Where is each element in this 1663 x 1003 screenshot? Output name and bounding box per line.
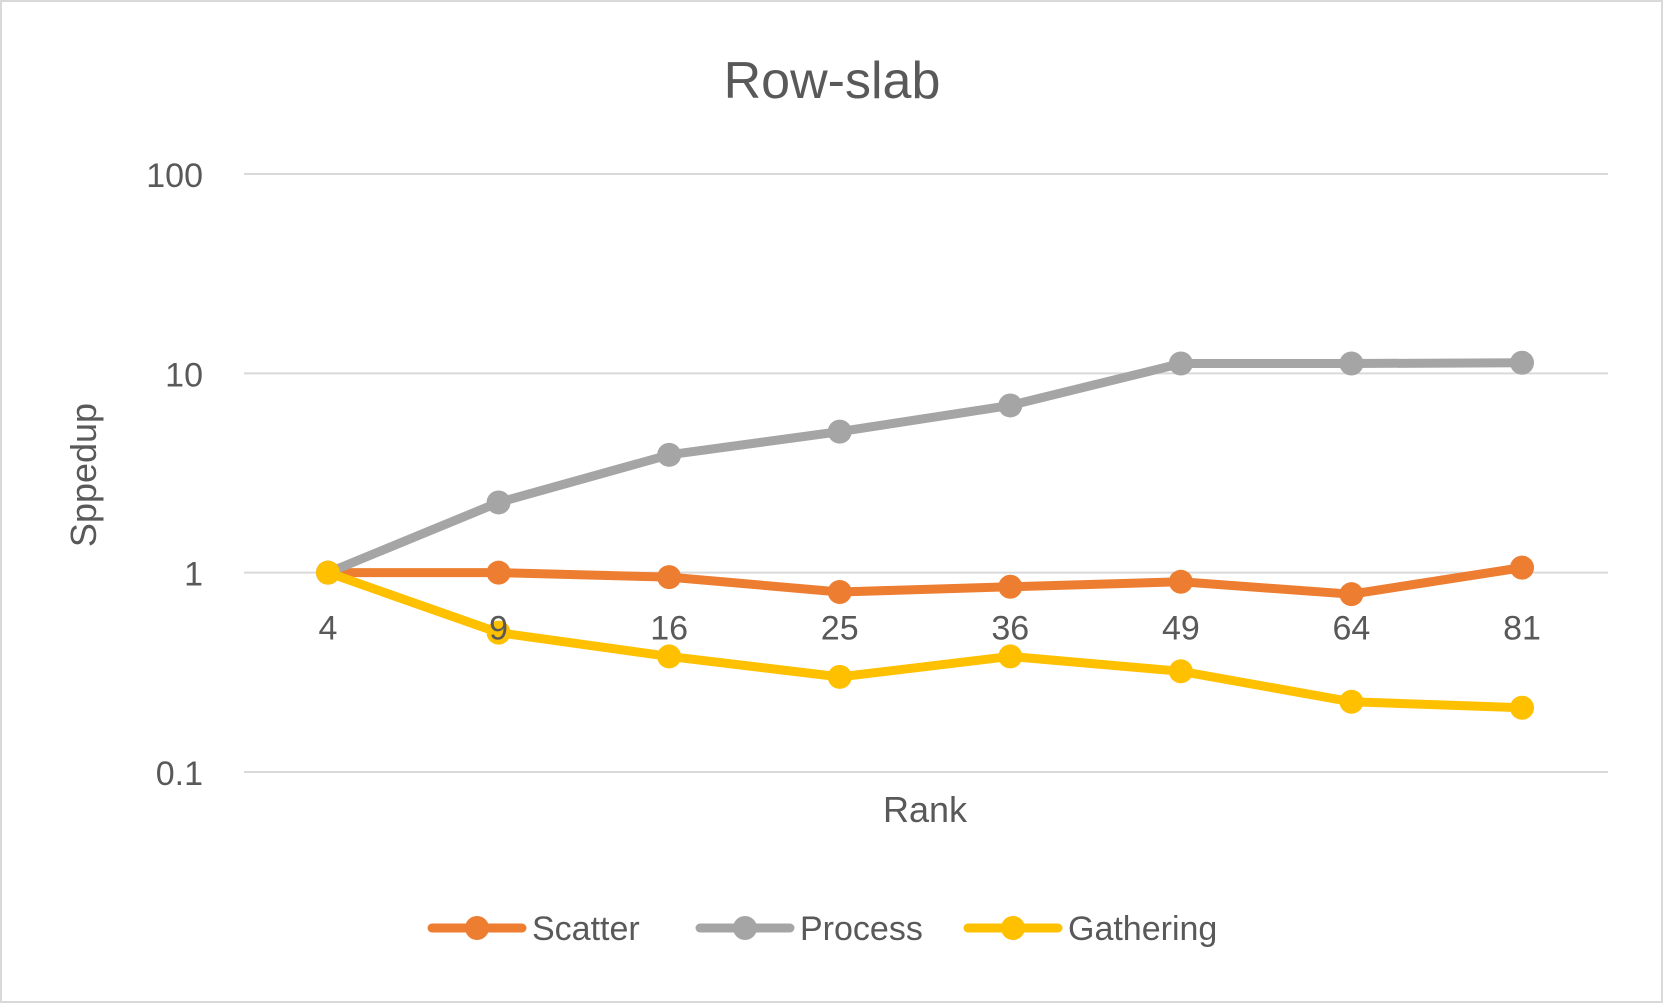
data-point	[827, 664, 852, 689]
data-point	[486, 620, 511, 645]
x-tick-label: 25	[821, 610, 859, 648]
y-tick-label: 10	[165, 356, 203, 394]
x-tick-label: 49	[1162, 610, 1200, 648]
legend-label: Gathering	[1068, 910, 1217, 948]
data-point	[998, 574, 1023, 599]
y-tick-label: 0.1	[156, 755, 203, 793]
series-line-scatter	[323, 563, 1527, 599]
y-axis-label: Sppedup	[63, 403, 104, 547]
legend-item-scatter: Scatter	[427, 910, 640, 948]
data-point	[1510, 350, 1534, 375]
legend-swatch-marker	[465, 916, 489, 940]
legend-label: Scatter	[532, 910, 640, 948]
legend-label: Process	[800, 910, 923, 948]
data-point	[316, 560, 340, 585]
data-point	[827, 419, 852, 444]
data-point	[1339, 351, 1364, 376]
data-point	[827, 579, 852, 604]
x-tick-label: 16	[650, 610, 688, 648]
series-line-gathering	[323, 568, 1527, 713]
chart-title: Row-slab	[724, 52, 941, 110]
legend-swatch-marker	[733, 916, 757, 940]
x-axis-ticks: 4 9 16 25 36 49 64 81	[319, 610, 1541, 648]
data-point	[1510, 695, 1534, 720]
data-point	[657, 442, 682, 467]
data-point	[486, 490, 511, 515]
x-tick-label: 4	[319, 610, 338, 648]
x-tick-label: 36	[991, 610, 1029, 648]
series-scatter	[316, 555, 1534, 607]
data-point	[1168, 659, 1193, 684]
data-point	[1339, 582, 1364, 607]
y-tick-label: 100	[146, 157, 203, 195]
legend-item-gathering: Gathering	[963, 910, 1217, 948]
series-line-process	[323, 358, 1527, 578]
data-point	[486, 560, 511, 585]
data-point	[1168, 351, 1193, 376]
data-point	[1510, 555, 1534, 580]
legend: Scatter Process Gathering	[427, 910, 1217, 948]
series-lines	[316, 350, 1534, 720]
series-gathering	[316, 560, 1534, 720]
data-point	[1168, 569, 1193, 594]
x-axis-label: Rank	[883, 789, 968, 830]
data-point	[1339, 689, 1364, 714]
data-point	[657, 644, 682, 669]
y-tick-label: 1	[184, 556, 203, 594]
y-axis-ticks: 100 10 1 0.1	[146, 157, 203, 793]
x-tick-label: 64	[1333, 610, 1371, 648]
data-point	[998, 393, 1023, 418]
x-tick-label: 9	[489, 610, 508, 648]
legend-swatch-marker	[1001, 916, 1025, 940]
x-tick-label: 81	[1503, 610, 1541, 648]
legend-item-process: Process	[695, 910, 923, 948]
data-point	[657, 565, 682, 590]
data-point	[998, 644, 1023, 669]
